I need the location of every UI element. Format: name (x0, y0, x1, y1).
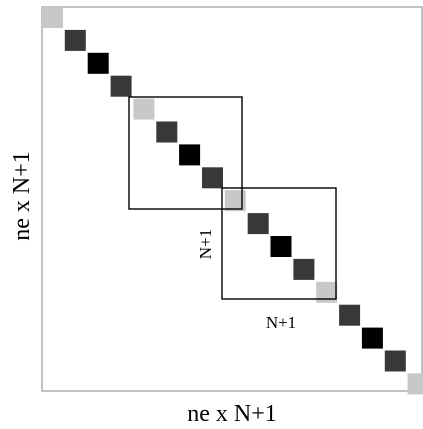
diagonal-cell-light (407, 373, 423, 395)
y-axis-label: ne x N+1 (9, 151, 35, 241)
diagonal-cell-light (133, 98, 155, 120)
diagonal-cell-dark (339, 304, 361, 326)
diagonal-cell-dark (202, 167, 223, 189)
diagonal-cell-dark (156, 121, 178, 143)
block-outline-2 (221, 187, 337, 300)
diagonal-cell-light (316, 281, 338, 303)
diagonal-cell-black (361, 327, 383, 349)
diagonal-cell-black (87, 52, 109, 74)
diagonal-cell-light (224, 190, 246, 212)
diagonal-cell-dark (64, 29, 86, 51)
x-axis-label: ne x N+1 (187, 401, 277, 427)
matrix-frame (41, 6, 423, 392)
block-bottom-label: N+1 (266, 313, 296, 332)
block-side-label: N+1 (196, 229, 215, 259)
diagonal-cell-black (270, 236, 292, 257)
diagonal-cell-dark (247, 213, 269, 235)
diagonal-cells (42, 7, 423, 395)
diagonal-cell-dark (293, 258, 315, 280)
diagonal-cell-dark (384, 350, 406, 372)
diagonal-cell-black (179, 144, 201, 166)
diagonal-cell-dark (110, 75, 132, 97)
diagonal-cell-light (42, 7, 63, 28)
block-outline-1 (128, 96, 243, 210)
